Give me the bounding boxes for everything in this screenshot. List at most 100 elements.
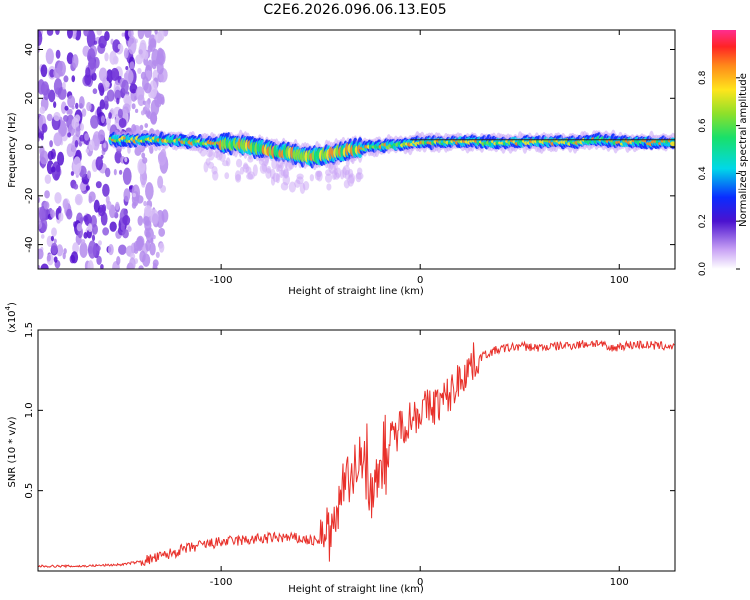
ridge-smear [206,150,213,157]
noise-speckle [67,30,73,39]
noise-speckle [141,152,146,159]
ridge-smear [235,158,243,168]
spectrogram-y-label: Frequency (Hz) [7,112,18,188]
noise-speckle [40,234,45,239]
noise-speckle [66,208,73,220]
noise-speckle [38,30,43,46]
noise-speckle [83,215,88,222]
colorbar-ticks: 0.0 0.2 0.4 0.6 0.8 [698,70,740,276]
snr-y-scale: (x104) [4,302,18,333]
spectrogram-x-tick-label: 0 [417,275,423,286]
ridge-smear [347,168,354,178]
noise-speckle [129,61,135,70]
noise-speckle [110,67,120,81]
snr-x-tick-label: -100 [210,577,233,588]
noise-speckle [75,102,79,109]
noise-speckle [158,242,165,253]
noise-speckle [67,95,76,108]
noise-speckle [127,35,137,55]
noise-speckle [38,44,41,54]
noise-speckle [158,227,166,237]
noise-speckle [86,170,92,180]
ridge-smear [211,165,218,175]
noise-speckle [40,81,50,96]
noise-speckle [118,169,123,175]
noise-speckle [44,190,50,199]
noise-speckle [62,114,69,122]
noise-speckle [132,192,136,198]
noise-speckle [56,244,64,257]
ridge-smear [325,173,333,183]
noise-speckle [104,167,111,178]
ridge-smear [278,169,285,179]
noise-speckle [155,251,160,259]
snr-y-scale-text: (x104) [4,302,18,333]
ridge-smear [309,174,315,182]
noise-speckle [72,156,82,176]
ridge-smear [235,174,242,183]
noise-speckle [137,67,142,74]
spectrogram-y-tick-label: 20 [24,92,35,105]
noise-speckle [71,75,76,83]
noise-speckle [72,54,79,69]
noise-speckle [96,255,102,265]
noise-speckle [85,185,90,191]
noise-speckle [134,108,139,114]
noise-speckle [116,97,120,105]
noise-speckle [38,248,44,260]
noise-speckle [131,190,140,207]
noise-speckle [43,201,50,210]
noise-speckle [63,248,67,255]
noise-speckle [151,60,157,70]
noise-speckle [81,108,87,117]
noise-speckle [87,223,93,232]
noise-speckle [70,251,79,264]
colorbar-tick-label: 0.6 [698,118,708,133]
noise-speckle [121,32,125,37]
noise-speckle [56,151,65,166]
snr-x-label: Height of straight line (km) [288,584,424,595]
ridge-smear [299,182,306,194]
noise-speckle [91,72,97,81]
ridge-smear [340,169,345,180]
noise-speckle [149,80,158,99]
noise-speckle [100,264,104,269]
noise-speckle [154,30,158,35]
snr-frame [37,329,676,572]
snr-x-tick-label: 0 [417,577,423,588]
noise-speckle [152,262,158,269]
snr-y-tick-label: 1.0 [24,402,35,418]
noise-speckle [53,101,57,108]
snr-y-tick-label: 0.5 [24,483,35,499]
noise-speckle [144,205,153,217]
noise-speckle [135,86,145,101]
noise-speckle [147,44,153,53]
noise-speckle [93,40,98,45]
noise-speckle [145,64,150,71]
noise-speckle [74,114,81,123]
noise-speckle [117,43,121,50]
noise-speckle [53,238,57,244]
noise-speckle [145,182,154,201]
noise-speckle [115,201,120,211]
ridge-smear [296,176,304,185]
noise-speckle [55,30,60,35]
ridge-smear [219,151,226,162]
noise-speckle [144,123,149,129]
noise-speckle [58,211,64,222]
noise-speckle [63,75,69,83]
noise-speckle [137,215,144,226]
noise-speckle [161,209,169,223]
noise-speckle [143,30,152,38]
ridge-smear [225,157,231,167]
noise-speckle [123,188,131,202]
noise-speckle [46,254,51,262]
ridge-smear [349,155,354,163]
ridge-smear [347,174,355,187]
snr-panel: -100 0 100 0.5 1.0 1.5 Height of straight lin… [4,302,676,595]
noise-speckle [129,83,138,94]
noise-speckle [50,235,55,242]
noise-speckle [50,209,56,219]
noise-speckle [113,168,117,176]
noise-speckle [88,195,93,204]
